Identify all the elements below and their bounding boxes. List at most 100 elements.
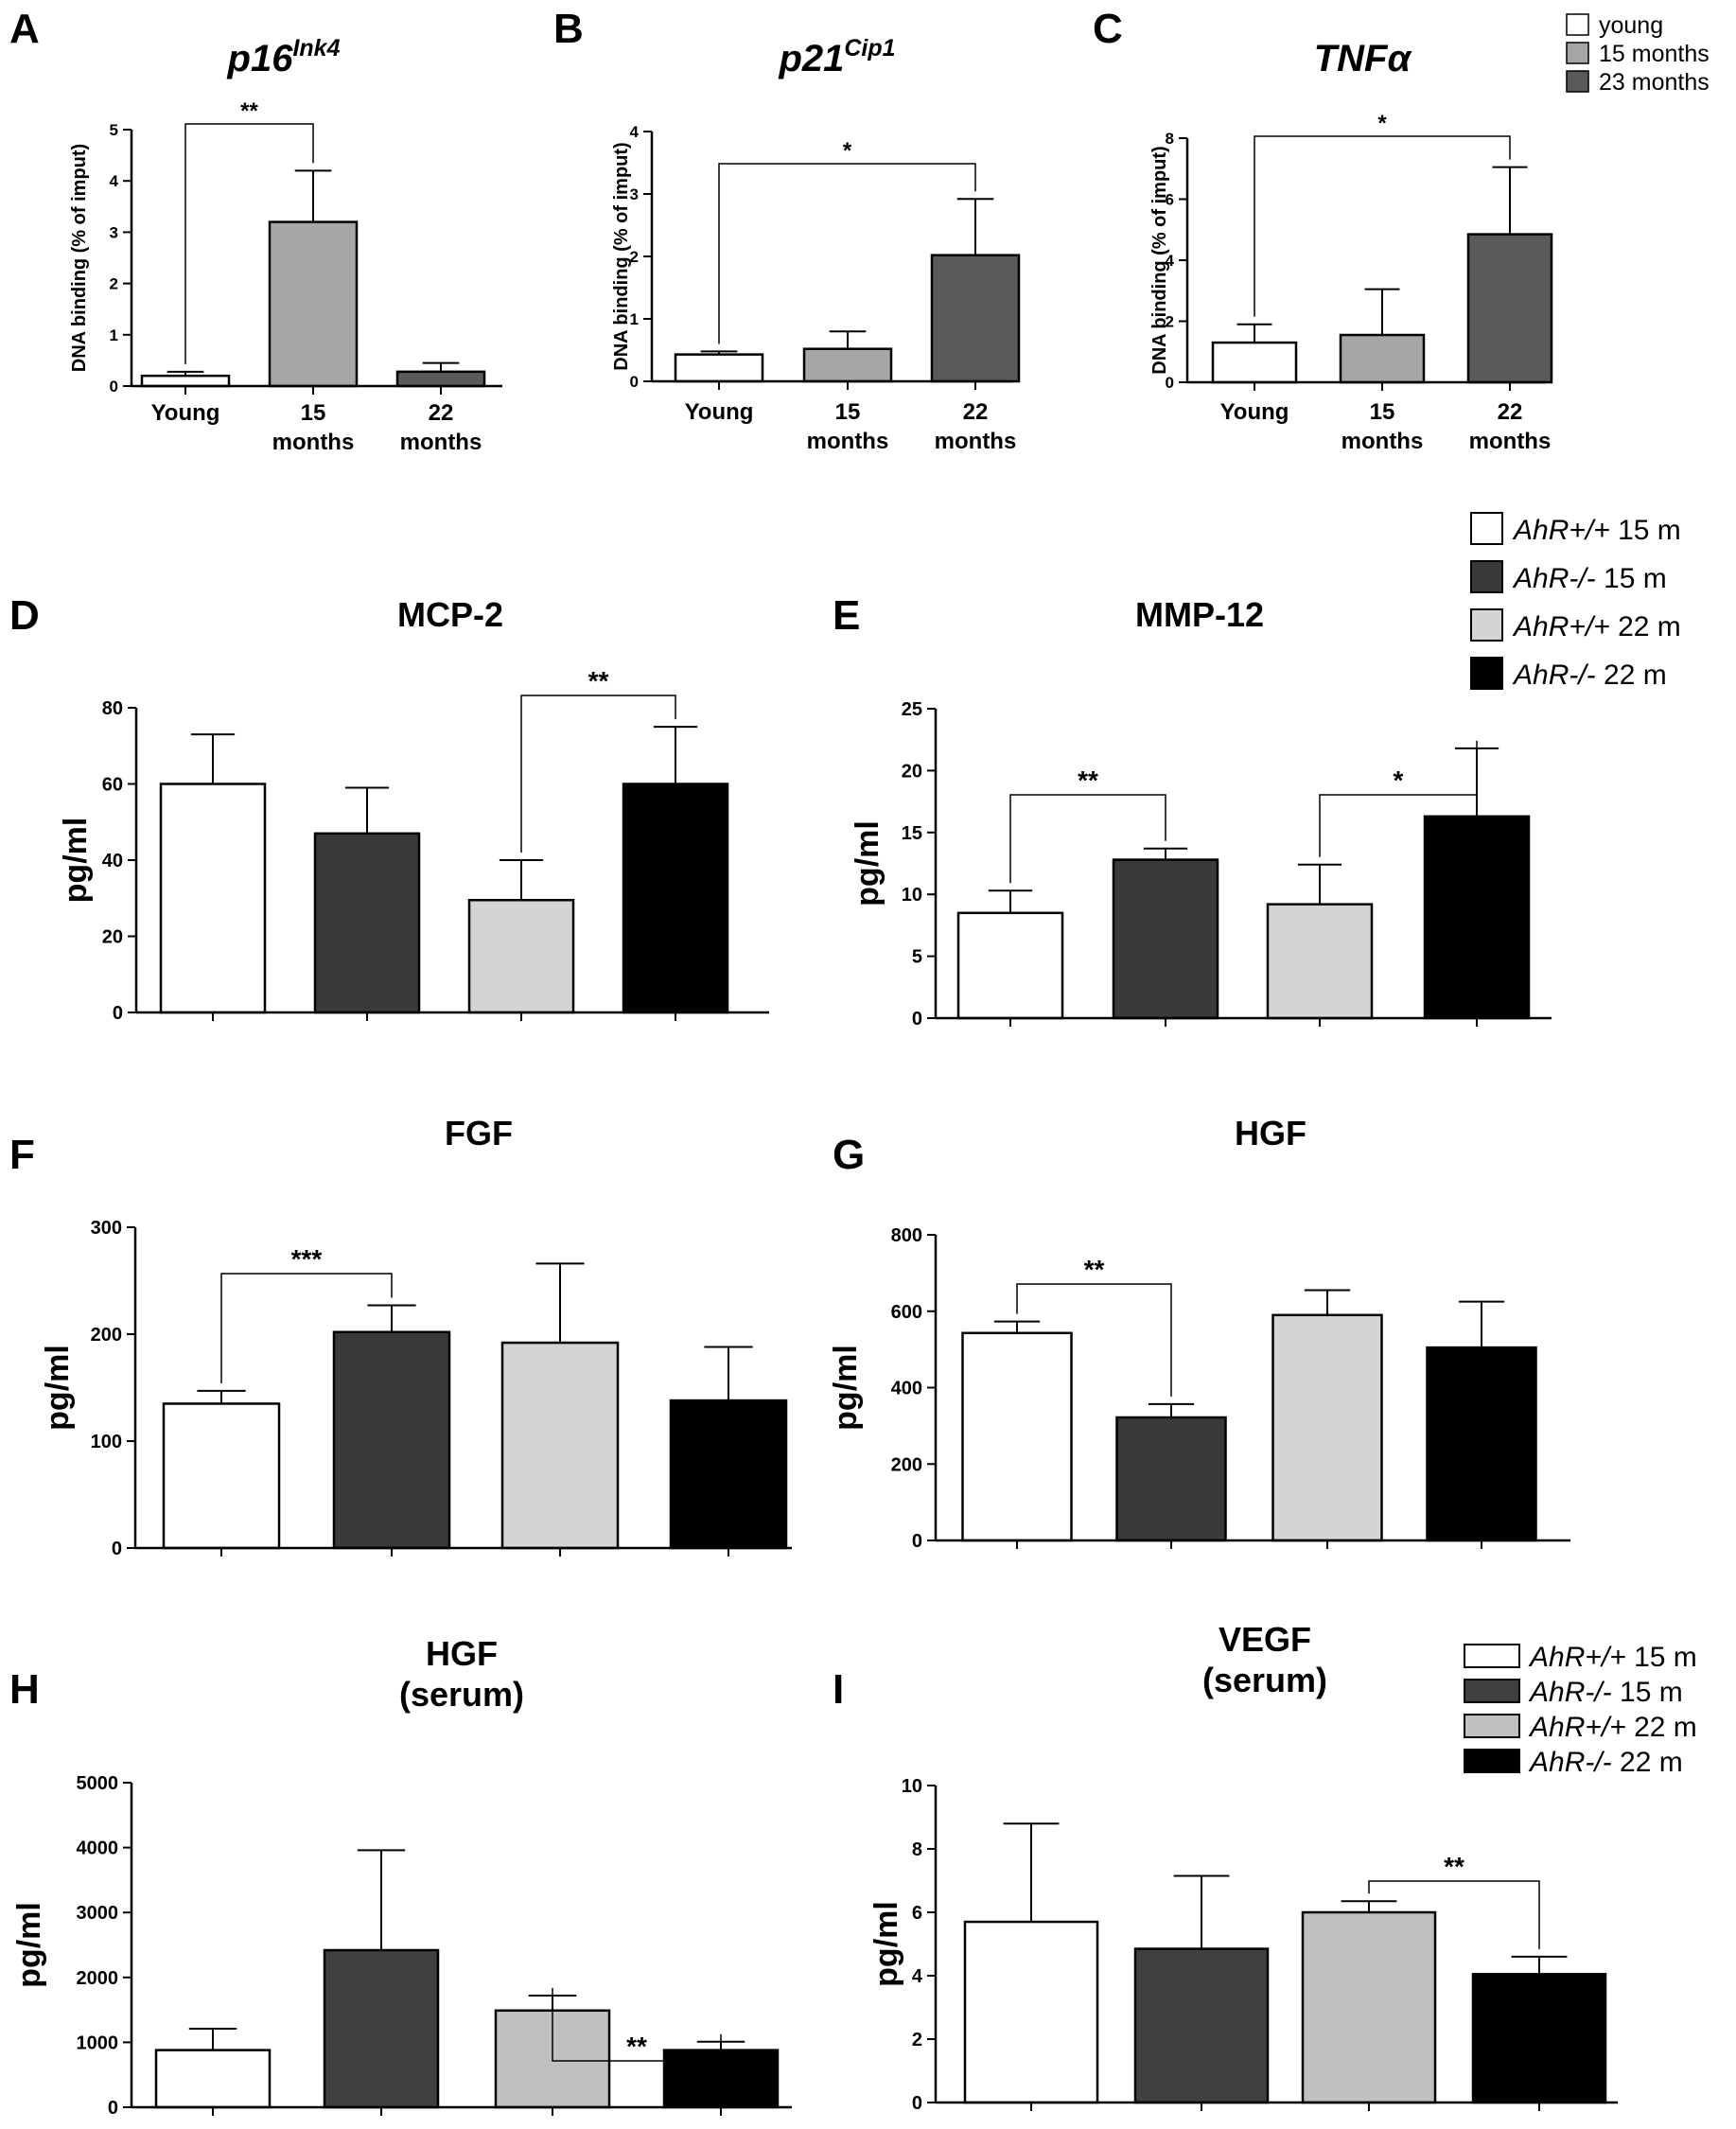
chart-i-y-tick-label-2: 4 bbox=[912, 1966, 923, 1987]
chart-a-bar-3 bbox=[395, 370, 486, 388]
chart-i-bar-1 bbox=[963, 1920, 1099, 2104]
legend-top: young 15 months 23 months bbox=[1566, 12, 1710, 96]
chart-i-y-tick-label-5: 10 bbox=[902, 1776, 922, 1797]
legend-middle-label-4: AhR-/- 22 m bbox=[1512, 660, 1667, 691]
chart-c-title-main: TNFα bbox=[1314, 38, 1413, 79]
chart-h-y-tick-label-0: 0 bbox=[108, 2098, 118, 2119]
panel-label-e: E bbox=[833, 592, 860, 639]
legend-middle-rest-1: 15 m bbox=[1610, 515, 1681, 546]
chart-a-category-label-1: Young bbox=[151, 400, 220, 426]
chart-f-y-tick-label-1: 100 bbox=[91, 1432, 122, 1452]
chart-e-y-axis-label: pg/ml bbox=[850, 820, 886, 906]
chart-c-bar-3 bbox=[1466, 233, 1553, 384]
chart-b: p21Cip1 DNA binding (% of imput) 0 1 2 3 4 Youn… bbox=[611, 35, 1021, 454]
legend-top-label-23-months: 23 months bbox=[1599, 69, 1710, 96]
legend-top-swatch-young bbox=[1566, 13, 1589, 36]
chart-a-y-tick-label-5: 5 bbox=[110, 121, 118, 139]
legend-bottom-rest-1: 15 m bbox=[1626, 1642, 1697, 1673]
chart-g-bar-1 bbox=[961, 1331, 1073, 1542]
chart-b-title: p21Cip1 bbox=[778, 35, 895, 79]
chart-a-y-tick-label-0: 0 bbox=[110, 378, 118, 396]
chart-a-y-tick-label-3: 3 bbox=[110, 223, 118, 241]
chart-b-y-axis-label: DNA binding (% of imput) bbox=[611, 142, 632, 370]
chart-b-y-tick-label-0: 0 bbox=[630, 373, 639, 391]
chart-i-y-tick-label-1: 2 bbox=[912, 2030, 922, 2050]
chart-h-y-tick-label-2: 2000 bbox=[77, 1968, 119, 1989]
legend-middle-italic-1: AhR+/+ bbox=[1512, 515, 1610, 546]
chart-c-y-axis-label: DNA binding (% of imput) bbox=[1149, 146, 1170, 374]
legend-bottom-swatch-1 bbox=[1464, 1644, 1520, 1668]
chart-g-y-tick-label-4: 800 bbox=[891, 1225, 922, 1246]
legend-bottom-swatch-2 bbox=[1464, 1679, 1520, 1703]
chart-b-title-superscript: Cip1 bbox=[844, 35, 895, 62]
chart-g-significance-bracket-1 bbox=[1016, 1283, 1172, 1397]
legend-middle-italic-3: AhR+/+ bbox=[1512, 611, 1610, 642]
chart-d-significance-bracket-1 bbox=[520, 695, 676, 853]
chart-b-y-tick-label-1: 1 bbox=[630, 310, 639, 328]
chart-h-significance-label-1: ** bbox=[626, 2032, 647, 2061]
panel-label-g: G bbox=[833, 1132, 865, 1178]
chart-e-y-tick-label-2: 10 bbox=[902, 885, 922, 906]
chart-f-title: FGF bbox=[445, 1114, 513, 1152]
chart-i-title-line2: (serum) bbox=[1202, 1661, 1327, 1699]
chart-b-y-tick-label-4: 4 bbox=[630, 123, 640, 141]
chart-h-y-tick-label-5: 5000 bbox=[77, 1773, 119, 1794]
legend-bottom-label-1: AhR+/+ 15 m bbox=[1528, 1642, 1697, 1673]
chart-f-significance-bracket-1 bbox=[220, 1273, 393, 1383]
chart-b-significance-label-1: * bbox=[843, 138, 852, 164]
panel-label-c: C bbox=[1093, 6, 1123, 52]
chart-a-bar-2 bbox=[268, 220, 359, 388]
chart-e-bar-1 bbox=[956, 911, 1064, 1020]
chart-e-significance-label-2: * bbox=[1394, 765, 1404, 795]
chart-e-significance-bracket-1 bbox=[1009, 794, 1166, 884]
panel-label-a: A bbox=[9, 6, 40, 52]
chart-e-bar-3 bbox=[1266, 903, 1374, 1020]
chart-g-y-tick-label-1: 200 bbox=[891, 1454, 922, 1475]
legend-bottom-italic-2: AhR-/- bbox=[1528, 1677, 1612, 1708]
chart-c-y-tick-label-2: 4 bbox=[1166, 252, 1175, 270]
legend-middle-label-1: AhR+/+ 15 m bbox=[1512, 515, 1681, 546]
chart-g-bar-4 bbox=[1426, 1346, 1537, 1542]
chart-d-bar-1 bbox=[159, 783, 267, 1014]
legend-middle-swatch-3 bbox=[1470, 608, 1503, 642]
chart-d: MCP-2 pg/ml 0 20 40 60 80 ** bbox=[58, 595, 769, 1024]
legend-top-label-young: young bbox=[1599, 12, 1663, 39]
chart-e-y-tick-label-4: 20 bbox=[902, 761, 922, 782]
chart-c-bar-2 bbox=[1339, 333, 1426, 384]
chart-h-y-tick-label-4: 4000 bbox=[77, 1839, 119, 1859]
chart-h-title: HGF bbox=[426, 1634, 498, 1673]
chart-a-y-tick-label-4: 4 bbox=[110, 172, 119, 190]
chart-c-y-tick-label-1: 2 bbox=[1166, 312, 1174, 330]
legend-bottom-label-2: AhR-/- 15 m bbox=[1528, 1677, 1683, 1708]
chart-c-y-tick-label-0: 0 bbox=[1166, 374, 1174, 392]
chart-f-bar-4 bbox=[669, 1399, 788, 1550]
chart-d-bar-4 bbox=[622, 783, 729, 1014]
legend-bottom-swatch-3 bbox=[1464, 1714, 1520, 1738]
panel-label-b: B bbox=[553, 6, 584, 52]
legend-bottom-rest-4: 22 m bbox=[1612, 1747, 1683, 1778]
panel-label-d: D bbox=[9, 592, 40, 639]
legend-top-swatch-15-months bbox=[1566, 42, 1589, 64]
chart-c-category-label-1: Young bbox=[1220, 399, 1289, 425]
legend-middle-swatch-1 bbox=[1470, 512, 1503, 545]
chart-d-y-tick-label-2: 40 bbox=[102, 851, 123, 871]
chart-g-bar-3 bbox=[1271, 1313, 1383, 1542]
legend-middle-label-2: AhR-/- 15 m bbox=[1512, 563, 1667, 594]
chart-i-significance-label-1: ** bbox=[1444, 1852, 1464, 1881]
legend-middle-label-3: AhR+/+ 22 m bbox=[1512, 611, 1681, 642]
chart-e-y-tick-label-5: 25 bbox=[902, 699, 922, 720]
chart-g-y-tick-label-2: 400 bbox=[891, 1379, 922, 1399]
legend-middle-italic-2: AhR-/- bbox=[1512, 563, 1596, 594]
legend-bottom-italic-4: AhR-/- bbox=[1528, 1747, 1612, 1778]
chart-f-y-tick-label-0: 0 bbox=[112, 1539, 122, 1559]
chart-b-y-tick-label-2: 2 bbox=[630, 248, 639, 266]
chart-g-title: HGF bbox=[1235, 1114, 1306, 1152]
chart-h: HGF(serum) pg/ml 0 1000 2000 3000 4000 5000 ** bbox=[11, 1634, 792, 2119]
chart-b-y-tick-label-3: 3 bbox=[630, 185, 639, 203]
chart-e-y-tick-label-0: 0 bbox=[912, 1009, 922, 1029]
chart-a-title-main: p16 bbox=[227, 38, 294, 79]
chart-b-bar-3 bbox=[930, 254, 1021, 383]
chart-c-category-label-3-line2: months bbox=[1469, 429, 1552, 454]
